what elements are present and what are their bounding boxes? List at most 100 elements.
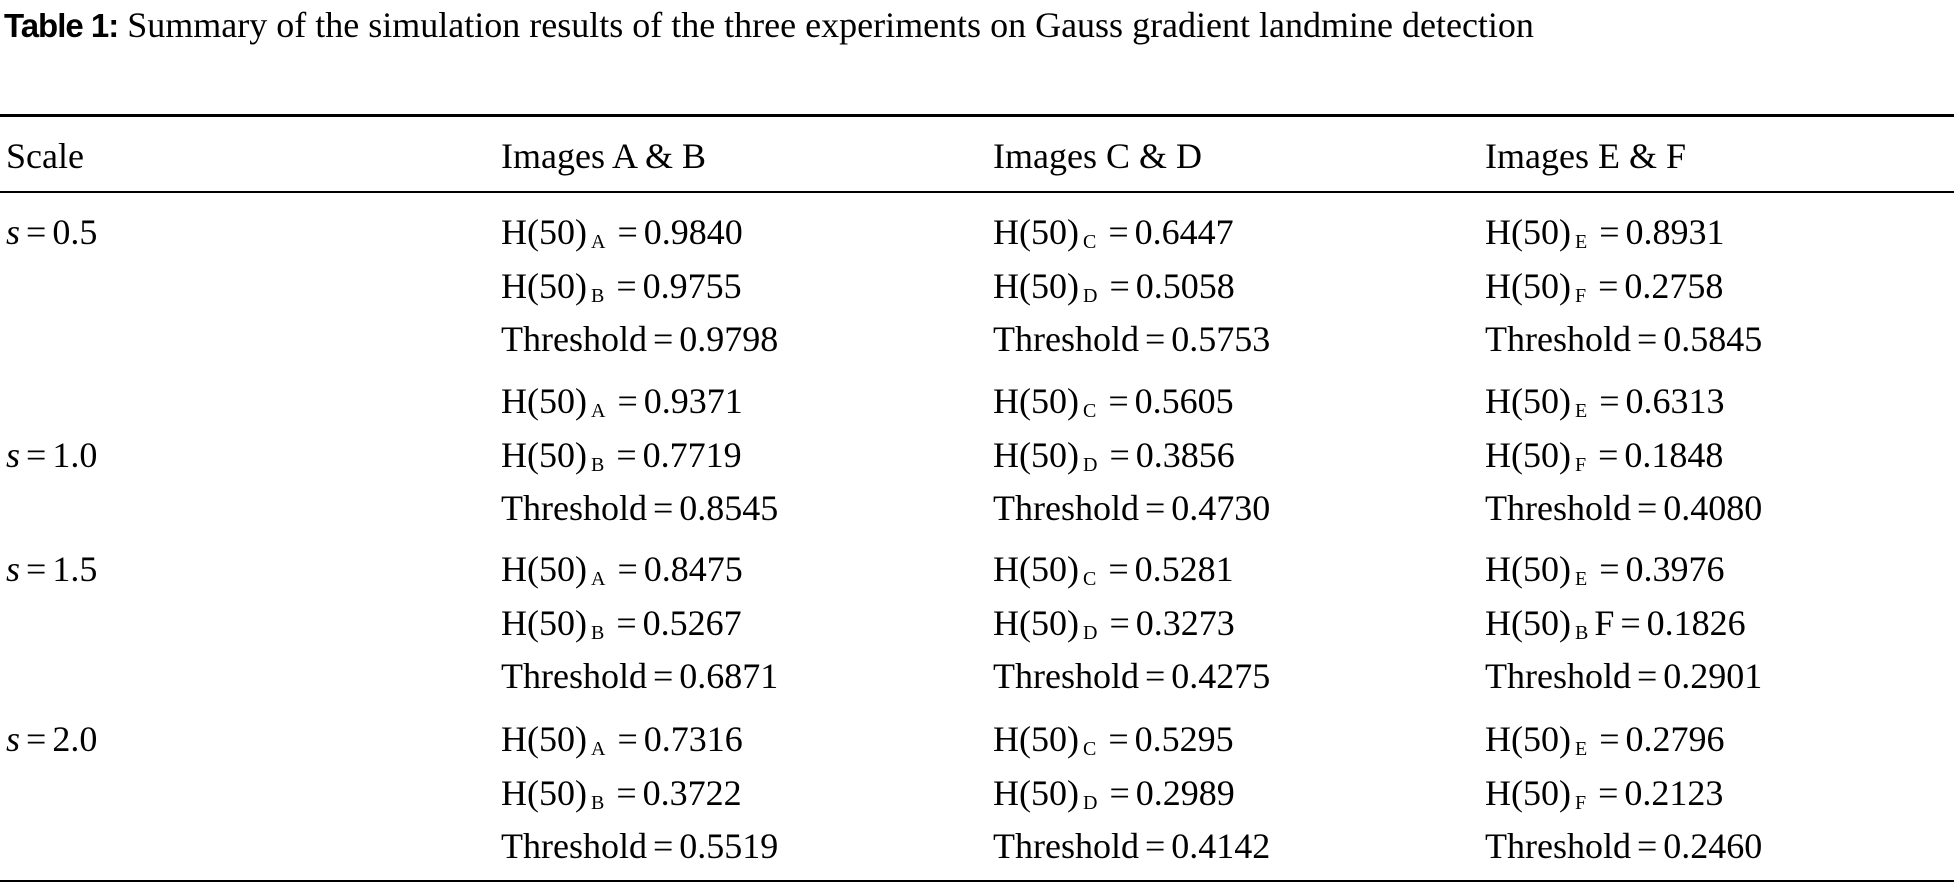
entry-value: 0.9755 — [642, 265, 742, 306]
threshold-value-cell: Threshold = 0.6871 — [501, 656, 779, 696]
entry-value: 0.1826 — [1646, 602, 1746, 643]
entry-value: 0.8931 — [1625, 212, 1725, 252]
entry-subscript: D — [1082, 284, 1098, 307]
entry-subscript: E — [1574, 738, 1588, 760]
entry-subscript: B — [1574, 621, 1589, 644]
entropy-value-cell: H(50) A = 0.7316 — [501, 719, 743, 760]
scale-cell: s = 0.5 — [6, 212, 98, 252]
entry-label: H(50) — [993, 772, 1079, 813]
entry-subscript: D — [1082, 791, 1098, 814]
entropy-value-cell: H(50) C = 0.5605 — [993, 381, 1234, 422]
scale-variable: s — [6, 212, 21, 252]
entropy-value-cell: H(50) A = 0.9371 — [501, 381, 743, 422]
entry-value: 0.3722 — [642, 772, 742, 813]
entry-label: H(50) — [1485, 381, 1571, 421]
entry-subscript: A — [590, 738, 606, 760]
entry-value: 0.5605 — [1134, 381, 1234, 421]
entry-label: H(50) — [501, 772, 587, 813]
entropy-value-cell: H(50) A = 0.8475 — [501, 549, 743, 590]
entry-value: 0.9371 — [643, 381, 743, 421]
column-header: Images C & D — [993, 136, 1202, 176]
entry-value: 0.6313 — [1625, 381, 1725, 421]
entry-value: 0.5845 — [1663, 319, 1763, 359]
column-header: Images E & F — [1485, 136, 1686, 176]
entry-suffix: F — [1594, 602, 1615, 643]
entry-subscript: F — [1574, 284, 1587, 307]
entry-subscript: E — [1574, 231, 1588, 253]
entropy-value-cell: H(50) B = 0.7719 — [501, 434, 742, 476]
header-rule — [0, 191, 1954, 193]
entry-value: 0.2460 — [1663, 826, 1763, 866]
entropy-value-cell: H(50) E = 0.3976 — [1485, 549, 1725, 590]
entry-label: H(50) — [501, 212, 587, 252]
entry-value: 0.2758 — [1624, 265, 1724, 306]
entry-value: 0.4080 — [1663, 488, 1763, 528]
entropy-value-cell: H(50) C = 0.5295 — [993, 719, 1234, 760]
entropy-value-cell: H(50) C = 0.6447 — [993, 212, 1234, 253]
scale-cell: s = 1.5 — [6, 549, 98, 589]
entry-subscript: B — [590, 453, 605, 476]
entry-value: 0.2123 — [1624, 772, 1724, 813]
entry-value: 0.4142 — [1171, 826, 1271, 866]
entropy-value-cell: H(50) E = 0.8931 — [1485, 212, 1725, 253]
scale-cell: s = 2.0 — [6, 719, 98, 759]
entry-label: Threshold — [1485, 488, 1631, 528]
entry-subscript: E — [1574, 400, 1588, 422]
top-rule — [0, 114, 1954, 117]
entropy-value-cell: H(50) D = 0.3273 — [993, 602, 1235, 644]
entropy-value-cell: H(50) D = 0.3856 — [993, 434, 1235, 476]
entry-value: 0.6871 — [679, 656, 779, 696]
entry-label: H(50) — [1485, 719, 1571, 759]
entry-label: H(50) — [1485, 772, 1571, 813]
scale-value: 1.5 — [52, 549, 98, 589]
entry-label: Threshold — [993, 656, 1139, 696]
threshold-value-cell: Threshold = 0.4275 — [993, 656, 1271, 696]
entry-label: H(50) — [501, 265, 587, 306]
entry-subscript: A — [590, 400, 606, 422]
entry-label: H(50) — [501, 381, 587, 421]
entropy-value-cell: H(50) C = 0.5281 — [993, 549, 1234, 590]
entry-value: 0.4730 — [1171, 488, 1271, 528]
entry-label: Threshold — [501, 319, 647, 359]
threshold-value-cell: Threshold = 0.2901 — [1485, 656, 1763, 696]
table-caption: Table 1: Summary of the simulation resul… — [4, 2, 1954, 49]
entry-value: 0.5519 — [679, 826, 779, 866]
threshold-value-cell: Threshold = 0.2460 — [1485, 826, 1763, 866]
caption-label: Table 1: — [4, 7, 119, 44]
entry-label: H(50) — [993, 549, 1079, 589]
entry-label: H(50) — [501, 602, 587, 643]
entry-value: 0.9798 — [679, 319, 779, 359]
entry-label: H(50) — [993, 265, 1079, 306]
scale-value: 2.0 — [52, 719, 98, 759]
column-header: Images A & B — [501, 136, 706, 176]
entry-value: 0.2989 — [1135, 772, 1235, 813]
entropy-value-cell: H(50) B F = 0.1826 — [1485, 602, 1746, 644]
entry-label: H(50) — [1485, 212, 1571, 252]
threshold-value-cell: Threshold = 0.5753 — [993, 319, 1271, 359]
entry-value: 0.7316 — [643, 719, 743, 759]
entry-subscript: B — [590, 621, 605, 644]
scale-value: 1.0 — [52, 434, 98, 475]
threshold-value-cell: Threshold = 0.5845 — [1485, 319, 1763, 359]
entry-label: H(50) — [501, 719, 587, 759]
entropy-value-cell: H(50) B = 0.3722 — [501, 772, 742, 814]
entry-label: H(50) — [993, 381, 1079, 421]
entropy-value-cell: H(50) F = 0.1848 — [1485, 434, 1724, 476]
entry-value: 0.7719 — [642, 434, 742, 475]
threshold-value-cell: Threshold = 0.4142 — [993, 826, 1271, 866]
entry-value: 0.9840 — [643, 212, 743, 252]
entry-label: Threshold — [501, 488, 647, 528]
entry-subscript: F — [1574, 453, 1587, 476]
threshold-value-cell: Threshold = 0.5519 — [501, 826, 779, 866]
entry-value: 0.2901 — [1663, 656, 1763, 696]
entry-label: H(50) — [993, 719, 1079, 759]
entropy-value-cell: H(50) B = 0.5267 — [501, 602, 742, 644]
entry-value: 0.8475 — [643, 549, 743, 589]
entry-label: H(50) — [501, 434, 587, 475]
scale-variable: s — [6, 719, 21, 759]
entry-subscript: C — [1082, 568, 1097, 590]
entry-subscript: D — [1082, 621, 1098, 644]
bottom-rule — [0, 880, 1954, 882]
entry-value: 0.5281 — [1134, 549, 1234, 589]
